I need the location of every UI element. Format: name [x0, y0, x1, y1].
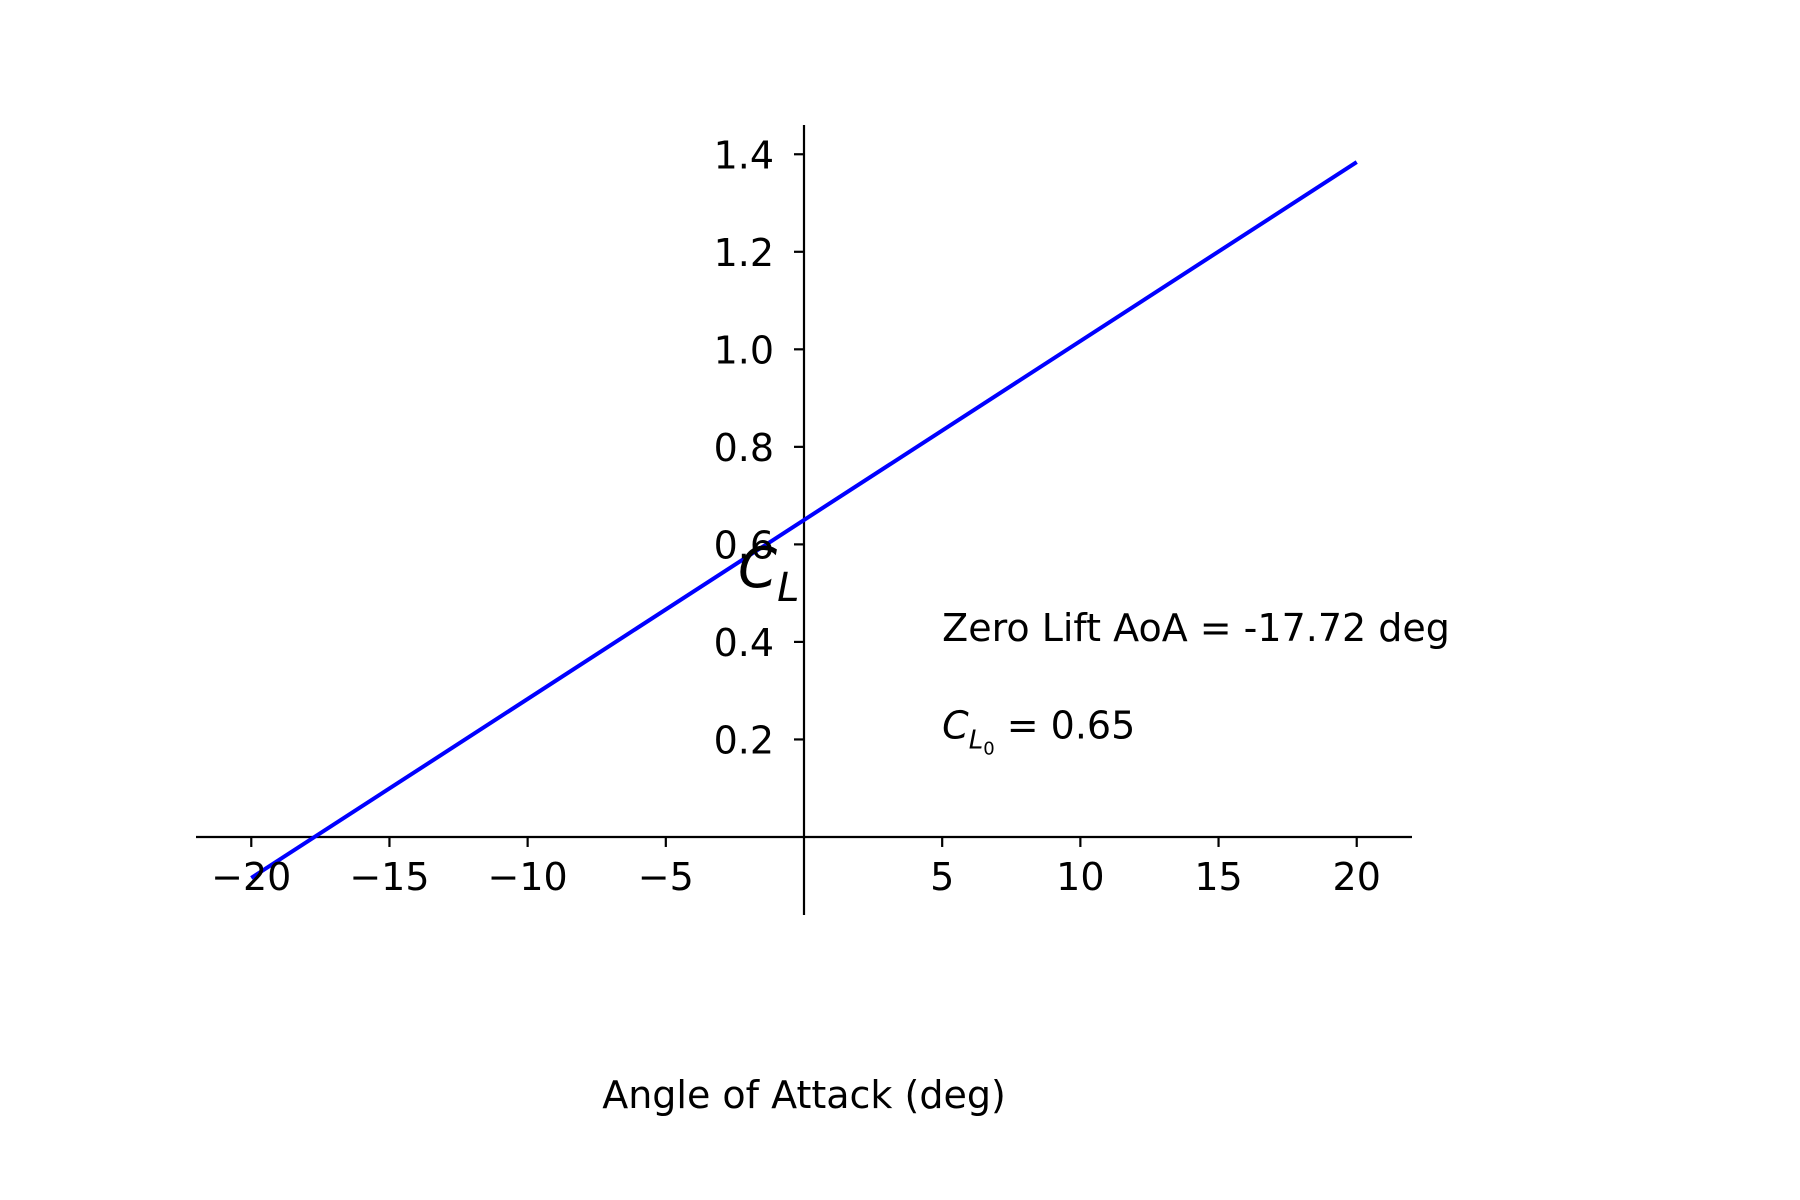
cl0-subscript-0: 0: [983, 738, 994, 759]
y-ticks: 0.2 0.4 0.6 0.8 1.0 1.2 1.4: [714, 133, 804, 762]
cl0-subscript-l: L: [969, 725, 984, 755]
y-tick-label: 0.2: [714, 718, 774, 762]
cl0-symbol: C: [942, 703, 969, 747]
y-tick-label: 1.4: [714, 133, 774, 177]
y-tick-label: 0.8: [714, 426, 774, 470]
series-group: [250, 160, 1358, 880]
x-tick-label: −20: [211, 855, 291, 899]
x-tick-label: 10: [1056, 855, 1104, 899]
y-tick-label: 1.0: [714, 328, 774, 372]
series-line: [250, 160, 1358, 880]
cl0-annotation: CL0 = 0.65: [942, 703, 1135, 759]
x-tick-label: −5: [638, 855, 694, 899]
cl0-value: = 0.65: [995, 703, 1136, 747]
x-ticks: −20 −15 −10 −5 5 10 15 20: [211, 836, 1381, 899]
x-tick-label: −15: [349, 855, 429, 899]
y-tick-label: 1.2: [714, 231, 774, 275]
x-tick-label: 15: [1194, 855, 1242, 899]
zero-lift-annotation: Zero Lift AoA = -17.72 deg: [942, 606, 1450, 650]
y-axis-label: CL: [738, 536, 799, 611]
x-tick-label: 20: [1333, 855, 1381, 899]
x-tick-label: −10: [488, 855, 568, 899]
x-tick-label: 5: [930, 855, 954, 899]
y-tick-label: 0.4: [714, 621, 774, 665]
y-tick-label: 0.6: [714, 523, 774, 567]
x-axis-label: Angle of Attack (deg): [602, 1073, 1006, 1117]
